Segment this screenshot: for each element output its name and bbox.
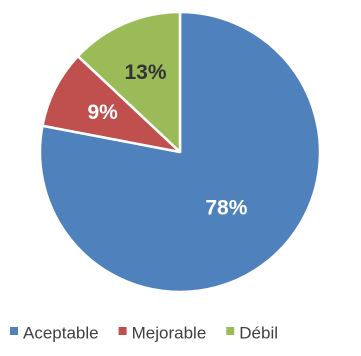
data-label-mejorable: 9%	[87, 101, 118, 124]
legend-label-mejorable: Mejorable	[132, 324, 207, 343]
legend: Aceptable Mejorable Débil	[10, 324, 278, 343]
legend-label-debil: Débil	[239, 324, 278, 343]
pie-slices	[38, 10, 322, 294]
legend-swatch-mejorable	[118, 327, 127, 335]
legend-label-aceptable: Aceptable	[23, 324, 99, 343]
pie-slice-debil	[76, 10, 182, 154]
legend-swatch-aceptable	[10, 327, 18, 335]
legend-item-aceptable: Aceptable	[10, 324, 99, 343]
data-label-debil: 13%	[125, 61, 167, 84]
legend-item-mejorable: Mejorable	[118, 324, 207, 343]
legend-swatch-debil	[226, 327, 235, 335]
data-label-aceptable: 78%	[205, 197, 247, 220]
legend-item-debil: Débil	[226, 324, 278, 343]
pie-slice-mejorable	[41, 54, 182, 154]
pie-data-labels: 78% 9% 13%	[87, 61, 247, 220]
